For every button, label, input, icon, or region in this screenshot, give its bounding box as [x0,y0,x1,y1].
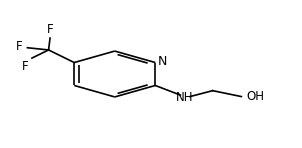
Text: OH: OH [246,90,264,103]
Text: NH: NH [176,91,194,104]
Text: F: F [16,41,23,53]
Text: F: F [47,23,53,36]
Text: N: N [158,55,168,68]
Text: F: F [22,60,28,73]
